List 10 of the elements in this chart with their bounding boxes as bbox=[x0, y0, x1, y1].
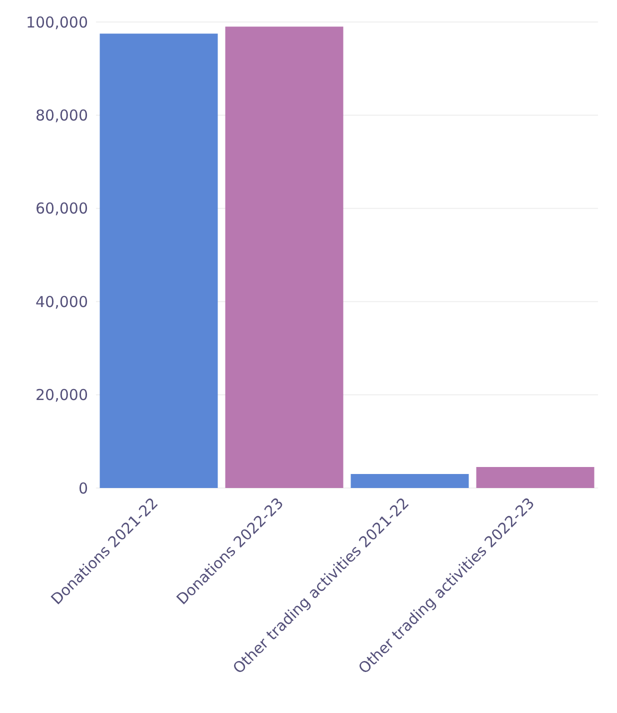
y-tick-label: 80,000 bbox=[36, 106, 88, 125]
bar bbox=[350, 474, 469, 488]
y-tick-label: 40,000 bbox=[36, 292, 88, 311]
bar bbox=[225, 26, 344, 488]
bar bbox=[476, 467, 594, 488]
y-tick-label: 20,000 bbox=[36, 386, 88, 404]
y-tick-label: 60,000 bbox=[36, 200, 88, 218]
y-tick-label: 100,000 bbox=[26, 13, 88, 32]
bar bbox=[100, 34, 218, 488]
y-tick-label: 0 bbox=[78, 479, 88, 498]
